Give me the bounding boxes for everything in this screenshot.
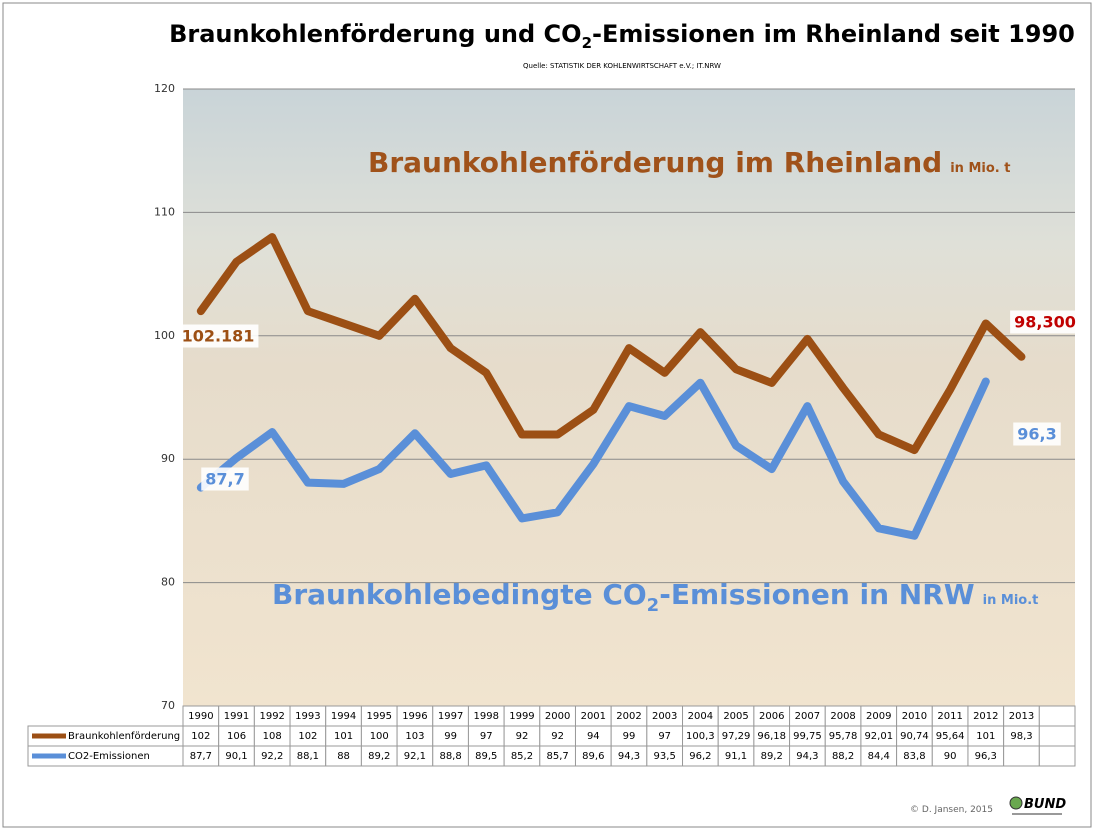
table-value: 102 [191,731,210,742]
x-tick-label: 2010 [902,711,927,722]
x-tick-label: 2013 [1009,711,1034,722]
table-value: 89,2 [761,751,783,762]
x-tick-label: 2009 [866,711,891,722]
x-tick-label: 2000 [545,711,570,722]
table-value: 91,1 [725,751,747,762]
table-value: 88,1 [297,751,319,762]
table-value: 94 [587,731,600,742]
x-tick-label: 1995 [367,711,392,722]
y-tick-label: 100 [154,329,175,342]
table-value: 88,2 [832,751,854,762]
table-value: 88 [337,751,350,762]
logo: BUND [1024,797,1066,812]
table-value: 89,5 [475,751,497,762]
x-tick-label: 1999 [509,711,534,722]
table-value: 99 [623,731,636,742]
table-value: 99 [444,731,457,742]
x-tick-label: 2004 [688,711,713,722]
table-value: 92,1 [404,751,426,762]
x-tick-label: 1993 [295,711,320,722]
x-tick-label: 2003 [652,711,677,722]
table-value: 94,3 [796,751,818,762]
table-value: 97,29 [722,731,751,742]
table-value: 85,7 [547,751,569,762]
y-tick-label: 70 [161,699,175,712]
x-tick-label: 2007 [795,711,820,722]
table-value: 95,78 [829,731,858,742]
table-cell [1004,746,1040,766]
table-value: 92 [551,731,564,742]
x-tick-label: 1996 [402,711,427,722]
legend-label: Braunkohlenförderung [68,731,180,742]
annotation: 102.181 [182,327,255,346]
table-value: 84,4 [868,751,890,762]
x-tick-label: 1990 [188,711,213,722]
table-value: 102 [298,731,317,742]
x-tick-label: 1992 [259,711,284,722]
table-value: 87,7 [190,751,212,762]
table-value: 85,2 [511,751,533,762]
y-tick-label: 120 [154,82,175,95]
x-tick-label: 2001 [581,711,606,722]
x-tick-label: 2008 [830,711,855,722]
table-value: 89,6 [582,751,604,762]
table-value: 88,8 [439,751,461,762]
table-cell [1039,706,1075,726]
table-value: 100,3 [686,731,715,742]
x-tick-label: 2002 [616,711,641,722]
x-tick-label: 1998 [474,711,499,722]
y-tick-label: 110 [154,205,175,218]
table-value: 101 [976,731,995,742]
chart-subtitle: Quelle: STATISTIK DER KOHLENWIRTSCHAFT e… [523,62,721,70]
credit: © D. Jansen, 2015 [910,805,993,815]
table-value: 92,01 [864,731,893,742]
annotation: 96,3 [1017,425,1056,444]
table-value: 92,2 [261,751,283,762]
table-value: 108 [263,731,282,742]
table-value: 89,2 [368,751,390,762]
table-value: 94,3 [618,751,640,762]
table-value: 97 [658,731,671,742]
table-value: 93,5 [654,751,676,762]
table-value: 90 [944,751,957,762]
table-value: 103 [405,731,424,742]
x-tick-label: 2012 [973,711,998,722]
table-cell [1039,746,1075,766]
x-tick-label: 2005 [723,711,748,722]
chart: Braunkohlenförderung und CO2-Emissionen … [0,0,1095,830]
table-value: 106 [227,731,246,742]
table-value: 101 [334,731,353,742]
table-cell [1039,726,1075,746]
annotation: 98,300 [1014,313,1076,332]
table-value: 96,18 [757,731,786,742]
table-value: 83,8 [903,751,925,762]
table-value: 92 [516,731,529,742]
table-value: 96,3 [975,751,997,762]
chart-title: Braunkohlenförderung und CO2-Emissionen … [169,20,1075,52]
table-value: 97 [480,731,493,742]
x-tick-label: 1997 [438,711,463,722]
x-tick-label: 2006 [759,711,784,722]
table-value: 96,2 [689,751,711,762]
annotation: 87,7 [205,470,244,489]
table-value: 100 [370,731,389,742]
table-value: 90,1 [225,751,247,762]
x-tick-label: 2011 [937,711,962,722]
legend-label: CO2-Emissionen [68,751,150,762]
table-value: 95,64 [936,731,965,742]
y-tick-label: 90 [161,452,175,465]
x-tick-label: 1994 [331,711,356,722]
y-tick-label: 80 [161,576,175,589]
x-tick-label: 1991 [224,711,249,722]
table-value: 98,3 [1010,731,1032,742]
logo-icon [1010,797,1022,809]
table-value: 99,75 [793,731,822,742]
table-value: 90,74 [900,731,929,742]
